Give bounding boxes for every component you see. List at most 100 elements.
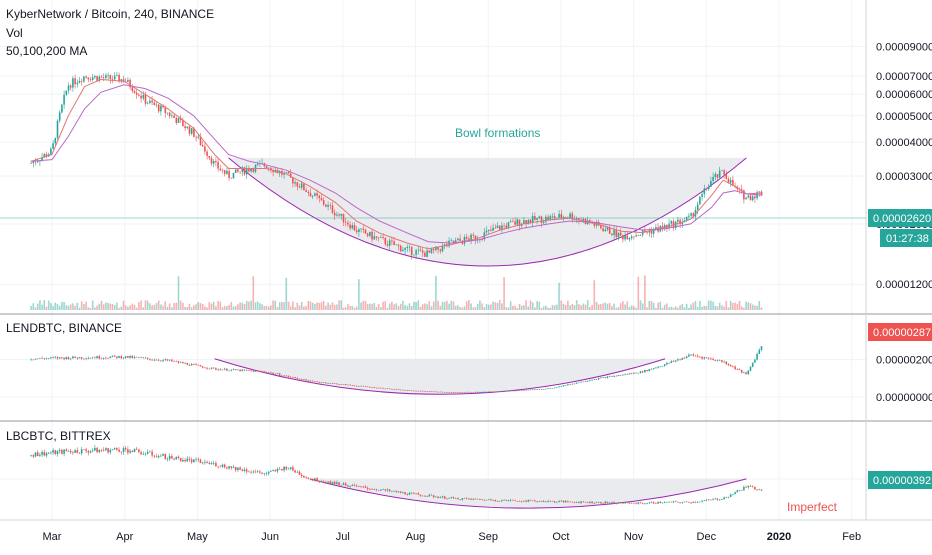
candle-body <box>303 379 305 380</box>
volume-bar <box>529 300 532 310</box>
candle-body <box>197 459 200 461</box>
candle-body <box>459 499 461 500</box>
candle-body <box>421 390 424 392</box>
candle-body <box>74 356 76 358</box>
candle-body <box>584 381 587 382</box>
candle-body <box>388 388 391 390</box>
price-tick-label: 0.00009000 <box>876 41 932 53</box>
candle-body <box>318 382 321 383</box>
candle-body <box>661 365 664 367</box>
candle-body <box>168 456 171 459</box>
candle-body <box>285 466 288 470</box>
candle-body <box>507 391 510 392</box>
candle-body <box>410 390 413 392</box>
candle-body <box>160 360 162 362</box>
candle-body <box>494 227 497 229</box>
candle-body <box>516 390 519 392</box>
candle-body <box>536 389 538 390</box>
candle-body <box>384 388 387 390</box>
candle-body <box>670 361 673 363</box>
price-axis-lend[interactable]: 0.00000200 0.00000000 <box>876 355 932 404</box>
candle-body <box>344 222 347 223</box>
candle-body <box>756 353 758 360</box>
volume-bar <box>617 307 620 310</box>
candle-body <box>149 358 151 360</box>
candle-body <box>391 389 393 390</box>
candle-body <box>377 387 380 389</box>
price-axis-main[interactable]: 0.00009000 0.00007000 0.00006000 0.00005000… <box>876 41 932 291</box>
candle-body <box>677 219 679 222</box>
volume-bar <box>523 305 525 310</box>
candle-body <box>122 448 125 452</box>
candle-body <box>285 172 288 173</box>
volume-bar <box>186 307 189 310</box>
candle-body <box>608 502 611 504</box>
volume-bar <box>239 302 241 310</box>
candle-body <box>419 494 422 496</box>
candle-body <box>118 74 120 82</box>
volume-bar <box>558 282 560 310</box>
volume-bar <box>377 304 380 310</box>
candle-body <box>558 213 560 218</box>
main-symbol-title[interactable]: KyberNetwork / Bitcoin, 240, BINANCE <box>6 7 214 21</box>
candle-body <box>419 390 422 392</box>
candle-body <box>536 218 538 220</box>
volume-indicator-label[interactable]: Vol <box>6 26 23 40</box>
candle-body <box>531 500 534 502</box>
lend-symbol-title[interactable]: LENDBTC, BINANCE <box>6 321 122 335</box>
candle-body <box>615 503 618 504</box>
volume-bar <box>527 306 530 310</box>
volume-bar <box>705 306 708 310</box>
candle-body <box>740 189 743 191</box>
candle-body <box>248 168 250 172</box>
candle-body <box>256 164 259 165</box>
annotation-bowl-formations[interactable]: Bowl formations <box>455 126 540 140</box>
ma-indicator-label[interactable]: 50,100,200 MA <box>6 44 87 58</box>
time-axis[interactable]: Mar Apr May Jun Jul Aug Sep Oct Nov Dec 2020 Feb <box>43 531 862 543</box>
candle-body <box>72 78 74 88</box>
candle-body <box>655 503 657 504</box>
candle-body <box>369 488 371 490</box>
candle-body <box>272 470 274 472</box>
candle-body <box>219 369 222 371</box>
candle-body <box>604 501 607 504</box>
volume-bar <box>586 300 589 310</box>
candle-body <box>602 503 604 504</box>
volume-bar <box>289 306 292 310</box>
candle-body <box>377 237 380 239</box>
candle-body <box>602 377 604 378</box>
candle-body <box>426 496 428 497</box>
candle-body <box>692 354 695 356</box>
volume-bar <box>639 300 642 310</box>
annotation-imperfect[interactable]: Imperfect <box>787 500 838 514</box>
candle-body <box>503 225 505 227</box>
countdown-text: 01:27:38 <box>886 233 929 245</box>
candle-body <box>206 151 208 156</box>
candle-body <box>199 136 202 145</box>
candle-body <box>725 361 728 365</box>
candle-body <box>221 464 224 467</box>
candle-body <box>340 213 343 216</box>
candle-body <box>685 501 688 503</box>
volume-bar <box>107 302 109 310</box>
candle-body <box>593 223 596 226</box>
candle-body <box>490 229 492 231</box>
candle-body <box>663 224 666 228</box>
volume-bar <box>600 304 602 310</box>
candle-body <box>465 498 468 499</box>
candle-body <box>417 493 420 495</box>
candle-body <box>589 501 591 503</box>
candle-layer[interactable] <box>30 71 763 505</box>
candle-body <box>751 196 754 201</box>
candle-body <box>729 180 732 183</box>
volume-bar <box>727 307 730 310</box>
volume-bar <box>80 301 83 310</box>
candle-body <box>177 456 180 459</box>
candle-body <box>399 245 402 252</box>
lbc-symbol-title[interactable]: LBCBTC, BITTREX <box>6 429 111 443</box>
candle-body <box>305 379 307 381</box>
candle-body <box>740 490 743 491</box>
candle-body <box>366 487 369 489</box>
